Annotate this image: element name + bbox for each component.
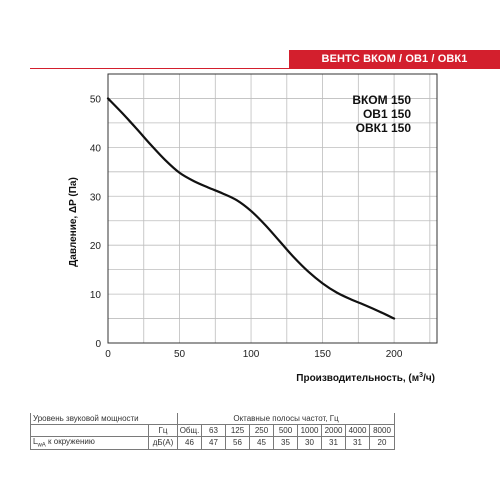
value-col-7: 31 <box>345 436 370 450</box>
freq-unit-cell: Гц <box>148 424 178 437</box>
dba-unit-cell: дБ(А) <box>148 436 178 450</box>
y-tick-0: 0 <box>95 339 101 350</box>
x-axis-title-sup: 3 <box>419 372 423 379</box>
octave-bands-caption: Октавные полосы частот, Гц <box>177 413 395 425</box>
blank-cell <box>30 424 149 437</box>
freq-col-6: 2000 <box>321 424 346 437</box>
x-axis-title-main: Производительность, (м <box>296 373 419 384</box>
x-tick-200: 200 <box>386 349 403 360</box>
table-row-caption: Уровень звуковой мощности Октавные полос… <box>30 413 395 425</box>
fan-performance-chart: 0 50 100 150 200 0 10 20 30 40 50 ВКОМ 150 ОВ1 150… <box>68 73 438 384</box>
value-col-2: 56 <box>225 436 250 450</box>
tick-labels: 0 50 100 150 200 0 10 20 30 40 50 <box>90 94 403 360</box>
y-axis-title: Давление, ΔP (Па) <box>68 177 79 267</box>
freq-col-8: 8000 <box>369 424 395 437</box>
value-col-3: 45 <box>249 436 274 450</box>
freq-col-1: 63 <box>201 424 226 437</box>
y-tick-30: 30 <box>90 192 102 203</box>
table-row-frequencies: Гц Общ. 63 125 250 500 1000 2000 4000 8000 <box>30 424 395 437</box>
value-col-1: 47 <box>201 436 226 450</box>
freq-col-5: 1000 <box>297 424 322 437</box>
freq-col-7: 4000 <box>345 424 370 437</box>
sound-power-label: Уровень звуковой мощности <box>30 413 178 425</box>
y-tick-50: 50 <box>90 94 102 105</box>
x-axis-title-end: /ч) <box>423 373 435 384</box>
y-tick-40: 40 <box>90 143 102 154</box>
plot-frame <box>107 73 438 344</box>
value-col-5: 30 <box>297 436 322 450</box>
grid-lines <box>108 74 437 343</box>
model-label-vkom: ВКОМ 150 <box>352 93 411 107</box>
banner-rule <box>30 68 500 69</box>
x-tick-150: 150 <box>314 349 331 360</box>
x-tick-50: 50 <box>174 349 186 360</box>
x-tick-0: 0 <box>105 349 111 360</box>
x-tick-100: 100 <box>243 349 260 360</box>
value-col-4: 35 <box>273 436 298 450</box>
freq-col-2: 125 <box>225 424 250 437</box>
freq-col-4: 500 <box>273 424 298 437</box>
y-tick-10: 10 <box>90 290 102 301</box>
lwa-label-cell: LwA к окружению <box>30 436 149 450</box>
x-axis-title: Производительность, (м3/ч) <box>296 372 435 384</box>
lwa-caption: к окружению <box>45 437 95 446</box>
model-label-ov1: ОВ1 150 <box>363 107 411 121</box>
lwa-symbol: LwA <box>33 437 46 449</box>
y-tick-20: 20 <box>90 241 102 252</box>
freq-col-3: 250 <box>249 424 274 437</box>
model-label-ovk1: ОВК1 150 <box>356 121 412 135</box>
value-col-6: 31 <box>321 436 346 450</box>
value-col-0: 46 <box>177 436 202 450</box>
freq-col-0: Общ. <box>177 424 202 437</box>
table-row-values: LwA к окружению дБ(А) 46 47 56 45 35 30 31 31 20 <box>30 436 395 450</box>
noise-level-table: Уровень звуковой мощности Октавные полос… <box>30 413 395 450</box>
value-col-8: 20 <box>369 436 395 450</box>
series-curve <box>106 97 396 320</box>
series-banner: ВЕНТС ВКОМ / ОВ1 / ОВК1 <box>289 50 500 68</box>
